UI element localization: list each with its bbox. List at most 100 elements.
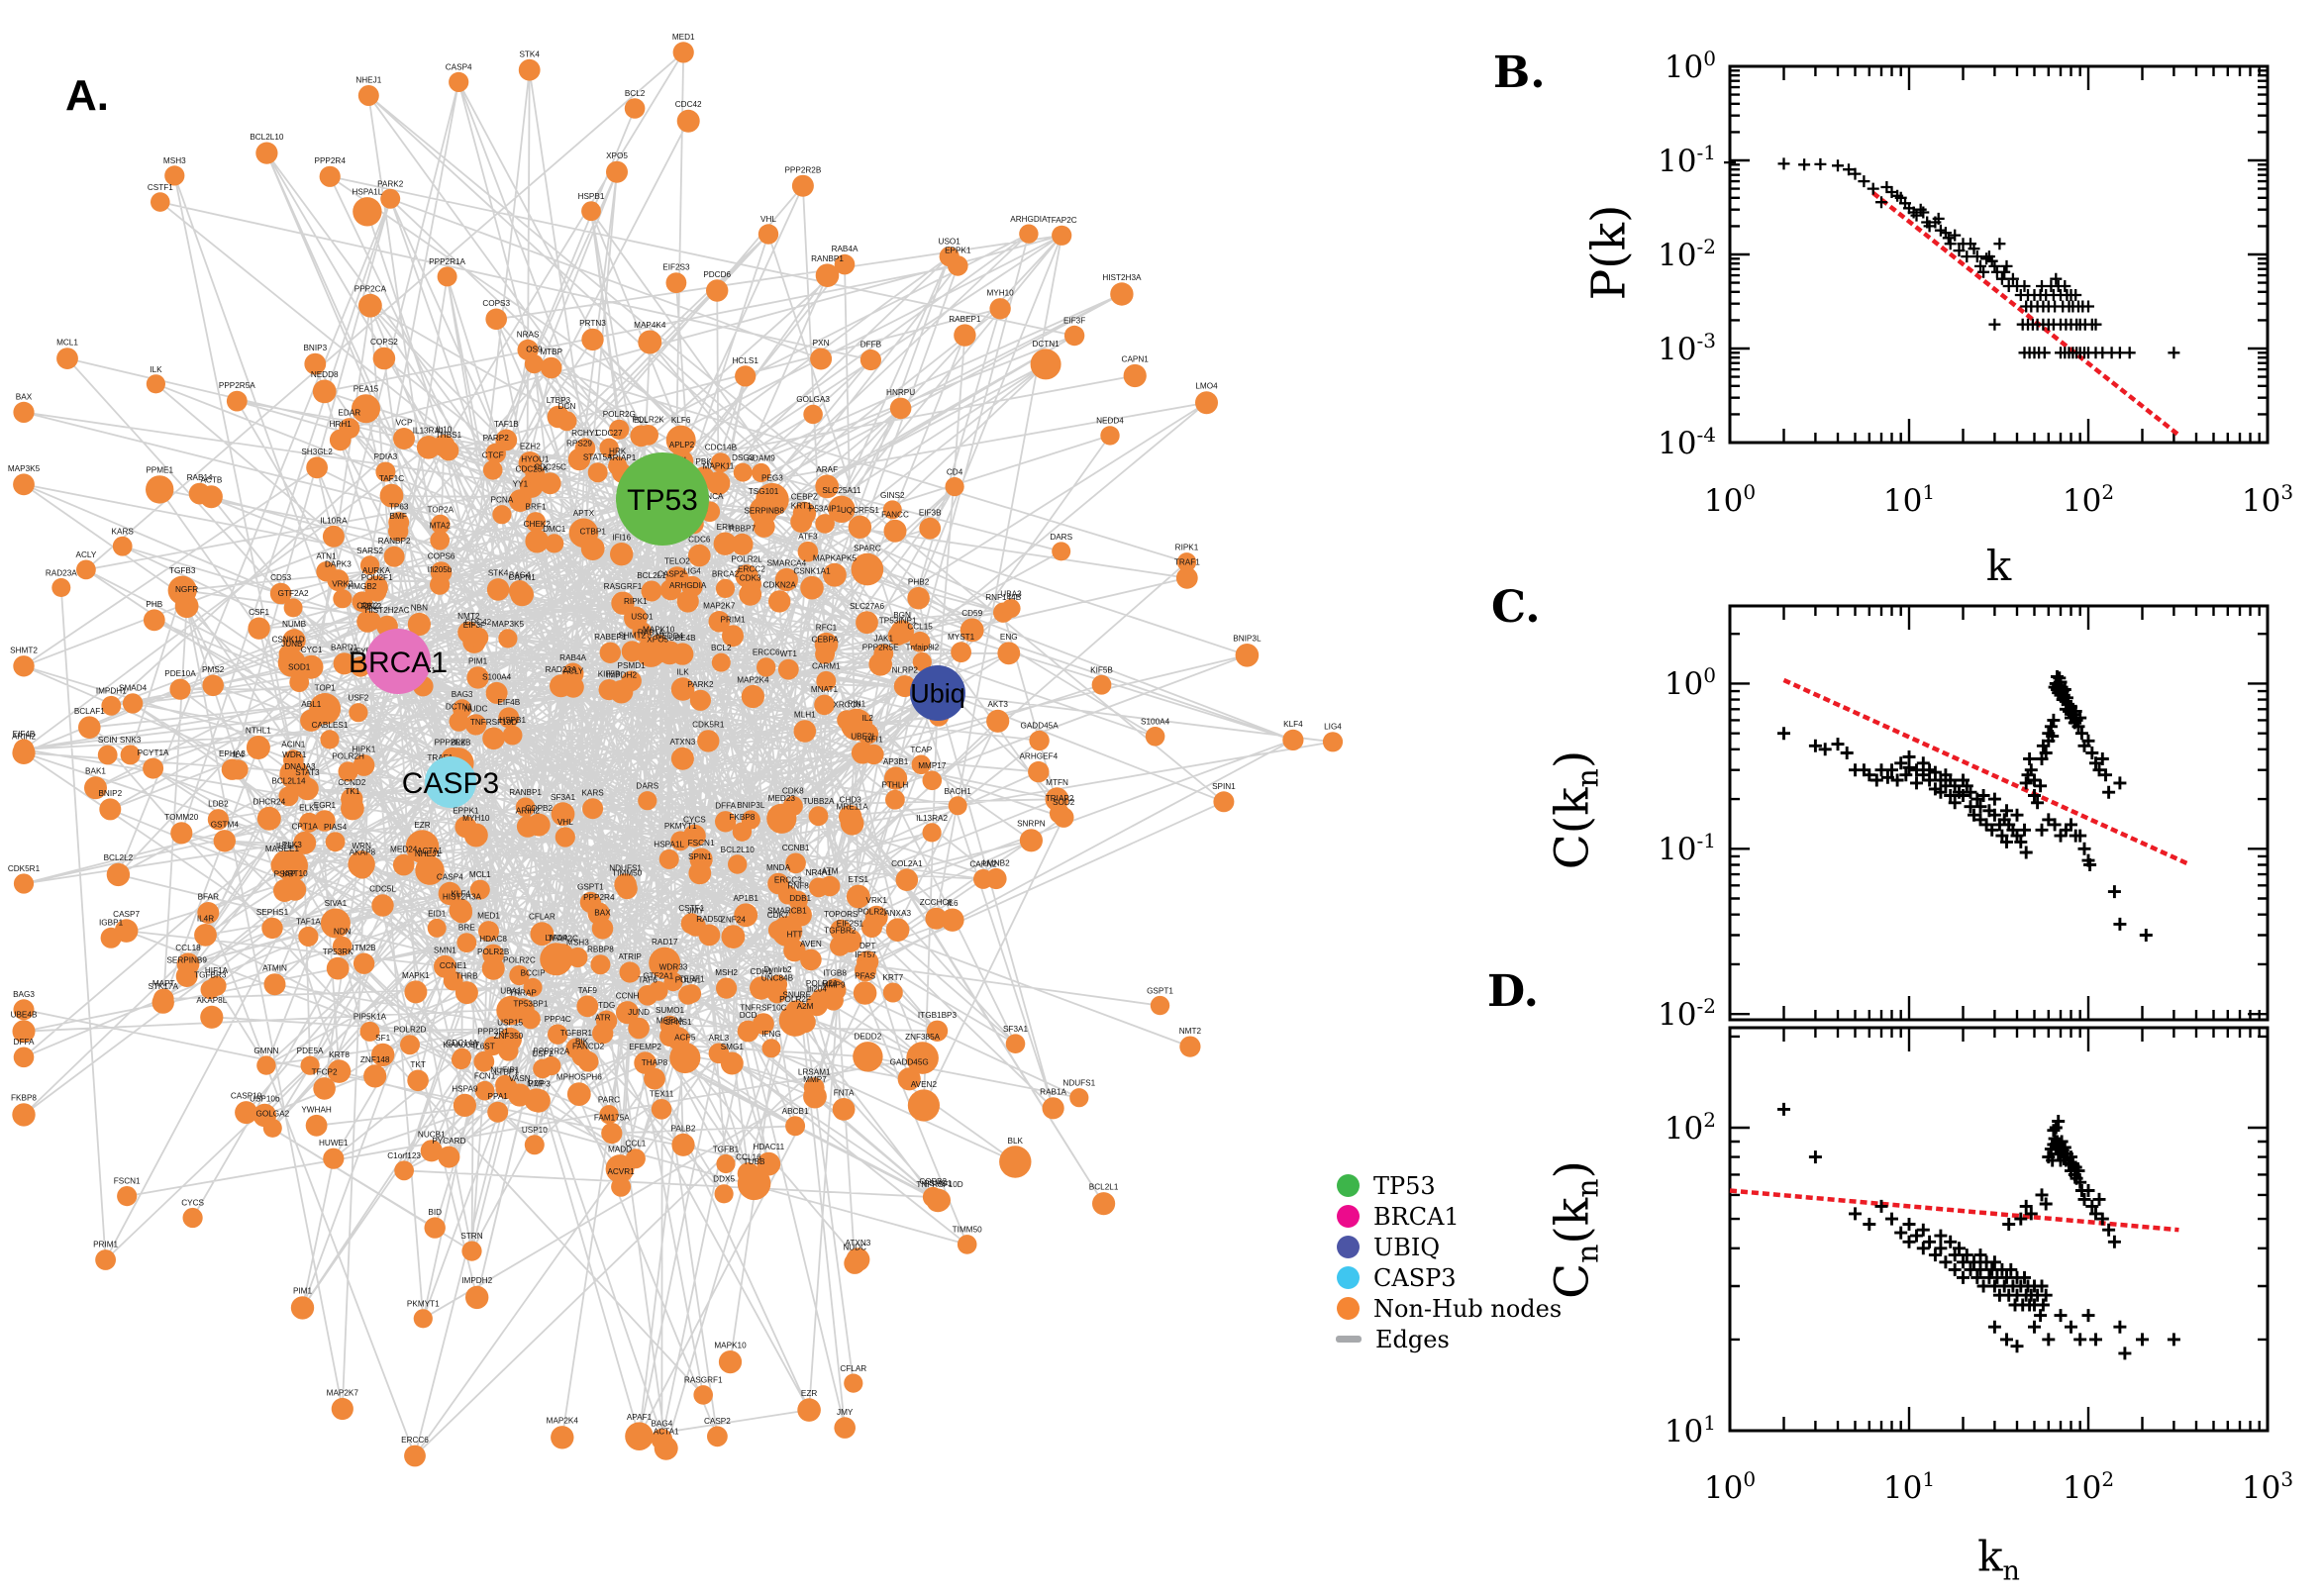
gene-label: SERPINB9 xyxy=(166,956,207,965)
network-node xyxy=(51,578,71,597)
legend-dot-icon xyxy=(1337,1266,1360,1289)
network-node xyxy=(1092,1192,1116,1216)
network-node xyxy=(394,1160,414,1181)
gene-label: USP10b xyxy=(250,1094,280,1103)
gene-label: SLC27A6 xyxy=(850,602,884,611)
gene-label: TAF6 xyxy=(638,976,657,985)
gene-label: PKMYT1 xyxy=(664,822,697,831)
gene-label: NHEJ1 xyxy=(355,76,381,85)
network-node xyxy=(486,578,510,601)
gene-label: BCL2L10 xyxy=(721,846,756,854)
gene-label: PPP3R1 xyxy=(477,1027,509,1036)
network-node xyxy=(331,1397,354,1421)
gene-label: HIST2H3A xyxy=(443,893,482,902)
network-node xyxy=(492,505,512,525)
network-node xyxy=(637,985,658,1006)
data-points xyxy=(1724,156,2180,359)
gene-label: CDC14B xyxy=(705,444,738,452)
gene-label: AVEN2 xyxy=(911,1080,938,1089)
network-node xyxy=(1150,995,1170,1016)
gene-label: MAP3K5 xyxy=(8,464,41,473)
panel-label-b: B. xyxy=(1493,48,1546,98)
gene-label: UQCRFS1 xyxy=(841,506,880,515)
gene-label: ELK1 xyxy=(299,803,319,812)
network-node xyxy=(616,1001,640,1025)
gene-label: BRE xyxy=(458,924,475,933)
network-node xyxy=(352,394,380,424)
network-node xyxy=(907,1089,941,1122)
gene-label: TNFRSF10D xyxy=(916,1180,962,1189)
gene-label: POLR2F xyxy=(779,995,811,1004)
gene-label: FNTA xyxy=(834,1088,855,1097)
network-node xyxy=(997,642,1021,665)
gene-label: STAT3 xyxy=(295,768,320,777)
xtick-label: 100 xyxy=(1703,1466,1757,1507)
gene-label: HRK xyxy=(609,448,627,456)
network-node xyxy=(461,1241,482,1261)
network-node xyxy=(322,525,345,548)
gene-label: BCLAF1 xyxy=(74,707,105,716)
gene-label: CCNE1 xyxy=(440,961,467,970)
gene-label: ARHGEF4 xyxy=(1019,751,1058,760)
network-node xyxy=(518,58,541,81)
gene-label: RABEP1 xyxy=(949,315,981,324)
network-node xyxy=(483,1036,503,1056)
network-node xyxy=(828,495,856,523)
gene-label: USP10 xyxy=(522,1126,548,1135)
network-node xyxy=(359,555,380,575)
network-node xyxy=(358,293,382,318)
gene-label: CDC25C xyxy=(534,463,566,472)
gene-label: CASP2 xyxy=(657,570,684,579)
gene-label: IFT57 xyxy=(855,950,876,959)
gene-label: DFFA xyxy=(14,1038,35,1047)
network-node xyxy=(523,977,543,997)
gene-label: SNK3 xyxy=(120,736,142,745)
gene-label: CAPN1 xyxy=(509,573,537,582)
gene-label: CDC27 xyxy=(596,429,623,438)
network-node xyxy=(416,858,439,881)
gene-label: BCL2L2 xyxy=(104,853,134,862)
network-node xyxy=(349,703,368,723)
network-node xyxy=(540,356,562,379)
gene-label: HNRPU xyxy=(886,388,915,397)
gene-label: IL10RA xyxy=(320,516,348,525)
network-node xyxy=(757,657,776,677)
gene-label: CCL16 xyxy=(736,1153,761,1162)
gene-label: TERF1 xyxy=(679,975,705,984)
gene-label: JUNB xyxy=(281,640,303,648)
network-node xyxy=(495,429,518,451)
network-node xyxy=(706,279,729,302)
gene-label: COPS6 xyxy=(428,552,455,561)
network-node xyxy=(515,797,536,818)
gene-label: THRB xyxy=(455,972,478,981)
gene-label: PBK xyxy=(695,457,712,466)
axis-ticks xyxy=(1728,64,2270,445)
gene-label: RBL2 xyxy=(361,602,382,611)
network-node xyxy=(883,519,907,543)
network-node xyxy=(353,754,375,776)
gene-label: KLF4 xyxy=(1283,720,1303,729)
gene-label: ILK xyxy=(676,668,689,677)
network-node xyxy=(170,822,193,845)
gene-label: POLA1 xyxy=(675,976,702,985)
gene-label: MTFN xyxy=(1046,778,1068,787)
network-node xyxy=(785,1116,806,1137)
network-node xyxy=(533,1058,553,1079)
gene-label: MAGEE1 xyxy=(265,845,300,853)
gene-label: BLK xyxy=(451,739,466,748)
network-node xyxy=(753,1013,774,1035)
xtick-label: 103 xyxy=(2241,479,2294,520)
gene-label: KARS xyxy=(581,789,604,798)
network-node xyxy=(438,881,461,906)
ytick-label: 101 xyxy=(1664,1410,1716,1450)
gene-label: BCL2L14 xyxy=(271,777,306,786)
network-node xyxy=(427,918,447,938)
gene-label: CCL1 xyxy=(625,1140,646,1148)
gene-label: MSH3 xyxy=(163,156,186,165)
gene-label: DCTN1 xyxy=(1032,340,1060,349)
network-node xyxy=(945,477,964,497)
hub-label-ubiq: Ubiq xyxy=(910,679,965,709)
network-node xyxy=(453,699,472,719)
network-node xyxy=(1029,730,1050,751)
gene-label: UBA3 xyxy=(1000,589,1022,598)
